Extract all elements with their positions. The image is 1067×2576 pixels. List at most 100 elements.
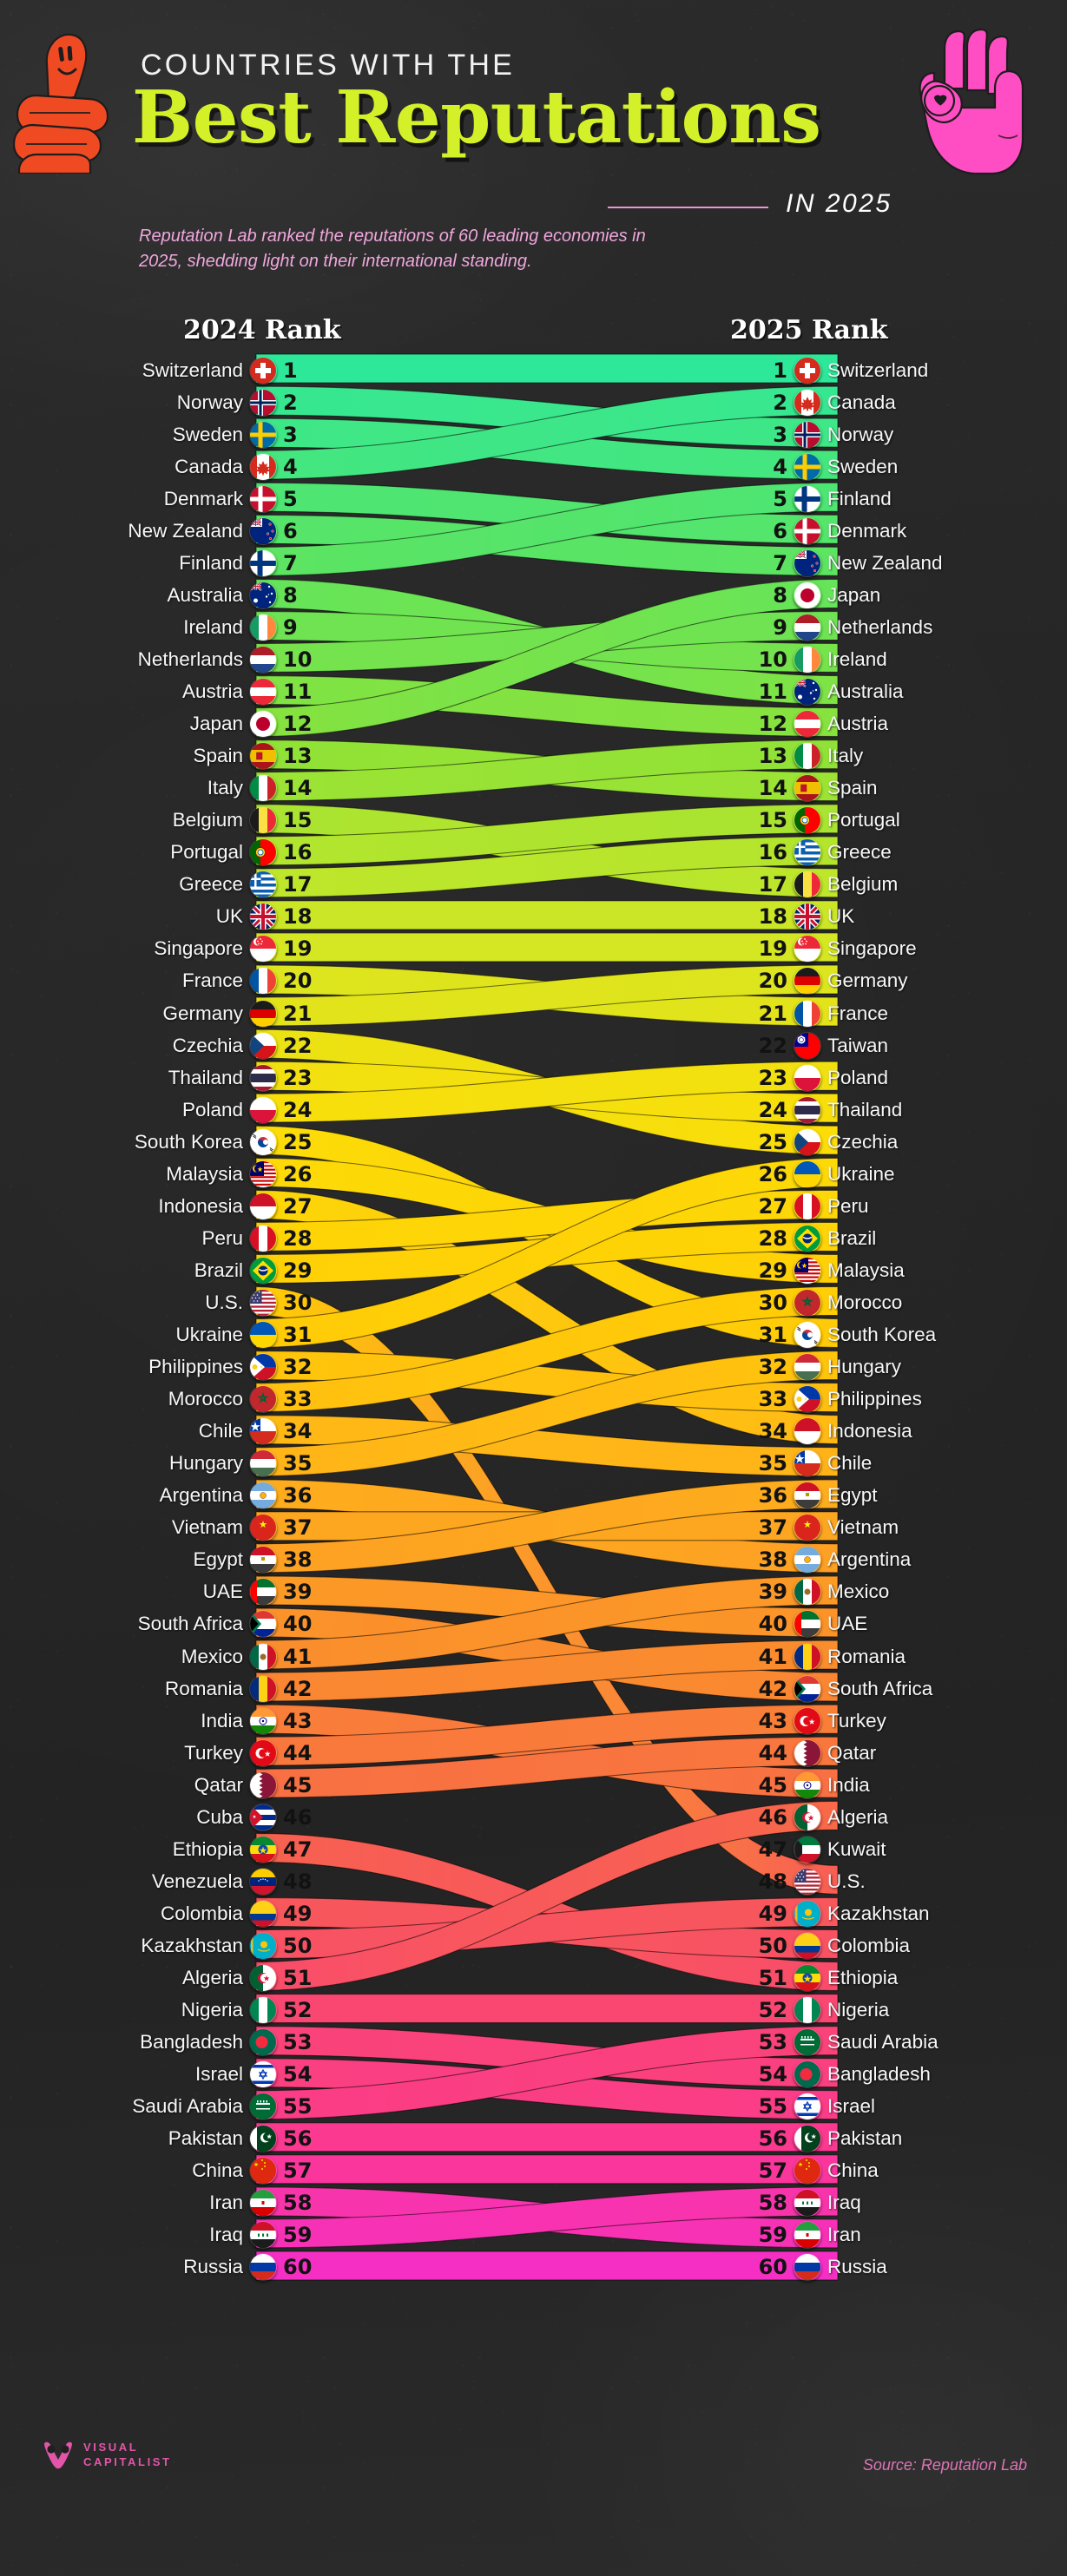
rank-row-left-54[interactable]: Israel 54: [0, 2057, 313, 2093]
rank-row-right-15[interactable]: 15 Portugal: [754, 803, 1067, 838]
rank-row-right-28[interactable]: 28 Brazil: [754, 1220, 1067, 1256]
rank-row-right-19[interactable]: 19 Singapore: [754, 931, 1067, 967]
rank-row-left-7[interactable]: Finland 7: [0, 545, 313, 581]
rank-row-left-1[interactable]: Switzerland 1: [0, 352, 313, 388]
rank-row-right-41[interactable]: 41 Romania: [754, 1639, 1067, 1674]
rank-row-right-8[interactable]: 8 Japan: [754, 577, 1067, 613]
rank-row-left-31[interactable]: Ukraine 31: [0, 1318, 313, 1353]
rank-row-left-16[interactable]: Portugal 16: [0, 835, 313, 871]
rank-row-left-12[interactable]: Japan 12: [0, 706, 313, 742]
rank-row-right-22[interactable]: 22 Taiwan: [754, 1028, 1067, 1063]
rank-row-right-24[interactable]: 24 Thailand: [754, 1092, 1067, 1127]
rank-row-right-43[interactable]: 43 Turkey: [754, 1703, 1067, 1738]
rank-row-left-45[interactable]: Qatar 45: [0, 1767, 313, 1803]
rank-row-left-18[interactable]: UK 18: [0, 899, 313, 935]
rank-row-right-21[interactable]: 21 France: [754, 996, 1067, 1031]
rank-row-right-44[interactable]: 44 Qatar: [754, 1735, 1067, 1771]
rank-row-left-44[interactable]: Turkey 44: [0, 1735, 313, 1771]
rank-row-left-53[interactable]: Bangladesh 53: [0, 2025, 313, 2060]
rank-row-left-8[interactable]: Australia 8: [0, 577, 313, 613]
rank-row-left-41[interactable]: Mexico 41: [0, 1639, 313, 1674]
rank-row-right-34[interactable]: 34 Indonesia: [754, 1414, 1067, 1449]
rank-row-left-60[interactable]: Russia 60: [0, 2250, 313, 2285]
rank-row-right-59[interactable]: 59 Iran: [754, 2218, 1067, 2253]
rank-row-right-49[interactable]: 49 Kazakhstan: [754, 1896, 1067, 1931]
rank-row-left-3[interactable]: Sweden 3: [0, 417, 313, 452]
rank-row-right-37[interactable]: 37 Vietnam: [754, 1510, 1067, 1546]
rank-row-right-35[interactable]: 35 Chile: [754, 1446, 1067, 1482]
rank-row-left-20[interactable]: France 20: [0, 963, 313, 999]
rank-row-right-13[interactable]: 13 Italy: [754, 739, 1067, 774]
rank-row-right-47[interactable]: 47 Kuwait: [754, 1831, 1067, 1867]
rank-row-left-56[interactable]: Pakistan 56: [0, 2121, 313, 2157]
rank-row-left-27[interactable]: Indonesia 27: [0, 1188, 313, 1224]
rank-row-left-48[interactable]: Venezuela 48: [0, 1863, 313, 1899]
rank-row-right-12[interactable]: 12 Austria: [754, 706, 1067, 742]
rank-row-right-45[interactable]: 45 India: [754, 1767, 1067, 1803]
rank-row-right-20[interactable]: 20 Germany: [754, 963, 1067, 999]
rank-row-right-38[interactable]: 38 Argentina: [754, 1542, 1067, 1578]
rank-row-right-31[interactable]: 31 South Korea: [754, 1318, 1067, 1353]
rank-row-left-35[interactable]: Hungary 35: [0, 1446, 313, 1482]
rank-row-right-1[interactable]: 1 Switzerland: [754, 352, 1067, 388]
rank-row-right-14[interactable]: 14 Spain: [754, 771, 1067, 806]
rank-row-left-46[interactable]: Cuba 46: [0, 1799, 313, 1835]
rank-row-right-57[interactable]: 57 China: [754, 2153, 1067, 2189]
rank-row-left-15[interactable]: Belgium 15: [0, 803, 313, 838]
rank-row-left-11[interactable]: Austria 11: [0, 674, 313, 710]
rank-row-right-25[interactable]: 25 Czechia: [754, 1124, 1067, 1160]
rank-row-right-36[interactable]: 36 Egypt: [754, 1478, 1067, 1514]
rank-row-left-19[interactable]: Singapore 19: [0, 931, 313, 967]
rank-row-left-14[interactable]: Italy 14: [0, 771, 313, 806]
rank-row-right-10[interactable]: 10 Ireland: [754, 641, 1067, 677]
rank-row-right-58[interactable]: 58 Iraq: [754, 2185, 1067, 2221]
rank-row-right-9[interactable]: 9 Netherlands: [754, 609, 1067, 645]
rank-row-left-52[interactable]: Nigeria 52: [0, 1993, 313, 2028]
rank-row-right-17[interactable]: 17 Belgium: [754, 867, 1067, 903]
rank-row-right-51[interactable]: 51 Ethiopia: [754, 1961, 1067, 1996]
rank-row-right-23[interactable]: 23 Poland: [754, 1060, 1067, 1095]
rank-row-right-39[interactable]: 39 Mexico: [754, 1574, 1067, 1610]
rank-row-right-16[interactable]: 16 Greece: [754, 835, 1067, 871]
rank-row-left-42[interactable]: Romania 42: [0, 1671, 313, 1706]
rank-row-left-36[interactable]: Argentina 36: [0, 1478, 313, 1514]
rank-row-right-11[interactable]: 11 Australia: [754, 674, 1067, 710]
rank-row-right-53[interactable]: 53 Saudi Arabia: [754, 2025, 1067, 2060]
rank-row-left-58[interactable]: Iran 58: [0, 2185, 313, 2221]
rank-row-left-4[interactable]: Canada 4: [0, 449, 313, 484]
rank-row-right-29[interactable]: 29 Malaysia: [754, 1252, 1067, 1288]
rank-row-right-3[interactable]: 3 Norway: [754, 417, 1067, 452]
rank-row-right-27[interactable]: 27 Peru: [754, 1188, 1067, 1224]
rank-row-left-55[interactable]: Saudi Arabia 55: [0, 2089, 313, 2125]
rank-row-left-43[interactable]: India 43: [0, 1703, 313, 1738]
rank-row-right-26[interactable]: 26 Ukraine: [754, 1156, 1067, 1192]
rank-row-right-40[interactable]: 40 UAE: [754, 1607, 1067, 1642]
rank-row-left-2[interactable]: Norway 2: [0, 384, 313, 420]
rank-row-left-40[interactable]: South Africa 40: [0, 1607, 313, 1642]
rank-row-right-6[interactable]: 6 Denmark: [754, 513, 1067, 549]
rank-row-right-56[interactable]: 56 Pakistan: [754, 2121, 1067, 2157]
rank-row-left-51[interactable]: Algeria 51: [0, 1961, 313, 1996]
rank-row-right-18[interactable]: 18 UK: [754, 899, 1067, 935]
rank-row-right-48[interactable]: 48 U.S.: [754, 1863, 1067, 1899]
rank-row-left-47[interactable]: Ethiopia 47: [0, 1831, 313, 1867]
rank-row-right-7[interactable]: 7 New Zealand: [754, 545, 1067, 581]
rank-row-right-50[interactable]: 50 Colombia: [754, 1928, 1067, 1963]
rank-row-right-32[interactable]: 32 Hungary: [754, 1350, 1067, 1385]
rank-row-left-29[interactable]: Brazil 29: [0, 1252, 313, 1288]
rank-row-left-24[interactable]: Poland 24: [0, 1092, 313, 1127]
rank-row-right-33[interactable]: 33 Philippines: [754, 1382, 1067, 1417]
rank-row-left-26[interactable]: Malaysia 26: [0, 1156, 313, 1192]
rank-row-left-23[interactable]: Thailand 23: [0, 1060, 313, 1095]
rank-row-left-21[interactable]: Germany 21: [0, 996, 313, 1031]
rank-row-right-30[interactable]: 30 Morocco: [754, 1285, 1067, 1320]
rank-row-left-33[interactable]: Morocco 33: [0, 1382, 313, 1417]
rank-row-left-59[interactable]: Iraq 59: [0, 2218, 313, 2253]
visual-capitalist-logo[interactable]: VISUAL CAPITALIST: [42, 2441, 172, 2470]
rank-row-right-5[interactable]: 5 Finland: [754, 481, 1067, 516]
rank-row-left-49[interactable]: Colombia 49: [0, 1896, 313, 1931]
rank-row-right-60[interactable]: 60 Russia: [754, 2250, 1067, 2285]
rank-row-left-17[interactable]: Greece 17: [0, 867, 313, 903]
rank-row-left-57[interactable]: China 57: [0, 2153, 313, 2189]
rank-row-left-13[interactable]: Spain 13: [0, 739, 313, 774]
